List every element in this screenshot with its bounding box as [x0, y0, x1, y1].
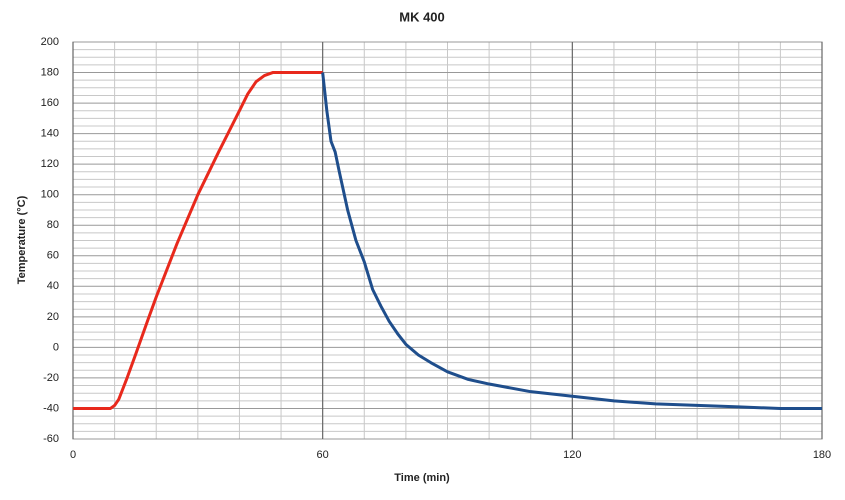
- y-tick-label: -60: [43, 433, 59, 445]
- y-tick-label: 200: [41, 36, 59, 48]
- data-line: [73, 71, 323, 410]
- y-axis-label: Temperature (°C): [16, 195, 28, 284]
- chart-title: MK 400: [399, 9, 445, 24]
- y-tick-label: 160: [41, 97, 59, 109]
- data-line: [321, 72, 822, 410]
- y-tick-label: 0: [53, 341, 59, 353]
- y-tick-label: 60: [47, 250, 59, 262]
- x-tick-label: 180: [813, 449, 831, 461]
- y-tick-label: -20: [43, 372, 59, 384]
- x-axis-label: Time (min): [394, 472, 450, 484]
- y-tick-label: 100: [41, 189, 59, 201]
- y-tick-label: 140: [41, 128, 59, 140]
- x-tick-label: 60: [317, 449, 329, 461]
- y-tick-label: -40: [43, 402, 59, 414]
- y-tick-label: 40: [47, 280, 59, 292]
- y-tick-label: 80: [47, 219, 59, 231]
- y-tick-label: 180: [41, 66, 59, 78]
- x-tick-label: 120: [563, 449, 581, 461]
- y-tick-label: 20: [47, 311, 59, 323]
- y-tick-label: 120: [41, 158, 59, 170]
- x-tick-label: 0: [70, 449, 76, 461]
